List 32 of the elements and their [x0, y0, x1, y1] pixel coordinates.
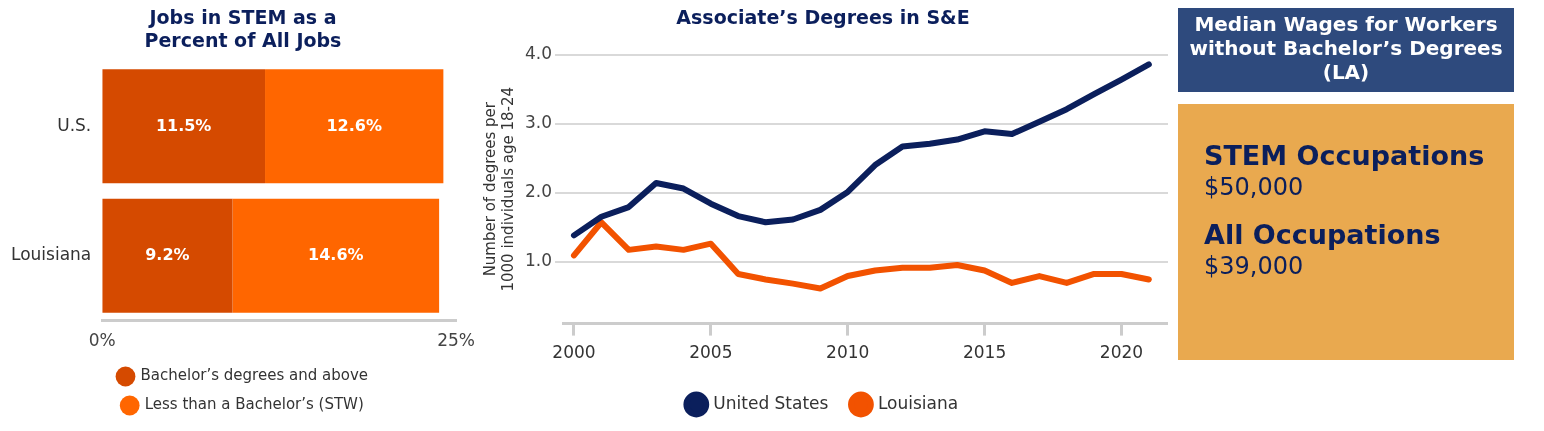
bar: [102, 69, 266, 184]
x-tick-label: 25%: [437, 330, 476, 351]
text: All Occupations: [1204, 219, 1442, 250]
bar: [102, 198, 233, 313]
data-label: 9.2%: [145, 245, 190, 265]
text: $50,000: [1204, 173, 1305, 201]
x-tick-label: 2000: [552, 342, 596, 363]
text: STEM Occupations: [1204, 140, 1486, 171]
x-tick-label: 2015: [962, 342, 1007, 363]
y-tick-label: 1.0: [524, 249, 553, 270]
legend-label: Less than a Bachelor’s (STW): [144, 395, 364, 414]
bar: [232, 198, 440, 313]
x-tick-label: 2005: [689, 342, 733, 363]
legend-label: United States: [713, 392, 829, 413]
bar: [265, 69, 444, 184]
legend-label: Louisiana: [877, 392, 959, 413]
legend-label: Bachelor’s degrees and above: [140, 366, 368, 385]
text: Median Wages for Workers without Bachelor’s Degrees (LA): [1178, 8, 1514, 92]
y-tick-label: 2.0: [524, 181, 553, 202]
y-tick-label: 3.0: [524, 112, 553, 133]
chart-title: Associate’s Degrees in S&E: [676, 6, 970, 29]
text: $39,000: [1204, 252, 1305, 280]
y-tick-label: U.S.: [57, 114, 92, 135]
chart-title: Jobs in STEM as a Percent of All Jobs: [144, 6, 342, 52]
x-tick-label: 0%: [88, 330, 116, 351]
y-axis-title: Number of degrees per 1000 individuals age 18-24: [480, 86, 517, 292]
x-tick-label: 2010: [826, 342, 870, 363]
data-label: 14.6%: [308, 245, 364, 265]
data-label: 12.6%: [326, 115, 382, 135]
y-tick-label: 4.0: [524, 43, 553, 64]
x-tick-label: 2020: [1099, 342, 1144, 363]
data-label: 11.5%: [155, 115, 212, 135]
